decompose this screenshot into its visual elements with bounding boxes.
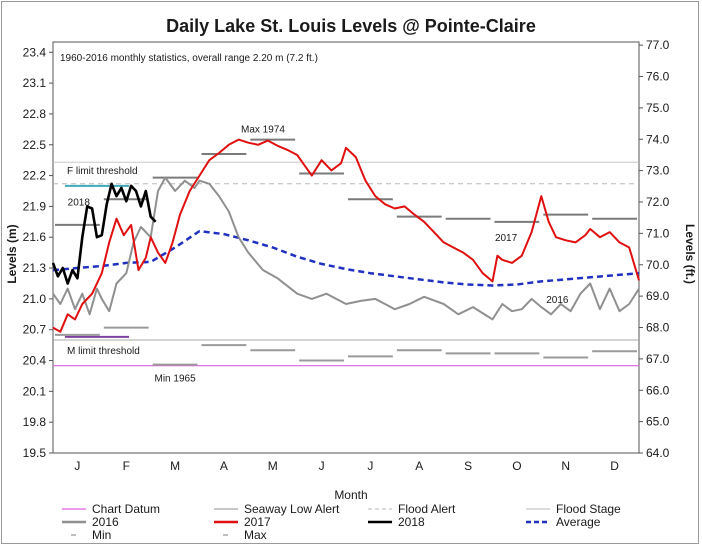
y-tick-label-left: 21.0 [23, 292, 47, 306]
y-tick-label-right: 77.0 [646, 38, 670, 52]
x-tick-label: J [367, 459, 373, 473]
y-tick-label-right: 65.0 [646, 415, 670, 429]
y-tick-label-right: 69.0 [646, 289, 670, 303]
y-tick-label-left: 19.8 [23, 415, 47, 429]
x-tick-label: M [170, 459, 180, 473]
y-axis-label-right: Levels (ft.) [683, 224, 697, 284]
y-axis-label-left: Levels (m) [5, 224, 19, 283]
y-tick-label-left: 20.7 [23, 323, 47, 337]
x-tick-label: A [220, 459, 228, 473]
series-label-2017: 2017 [495, 233, 518, 244]
x-tick-label: F [123, 459, 130, 473]
max-1974-label: Max 1974 [241, 125, 285, 136]
plot-area: 23.4 23.1 22.8 22.5 22.2 21.9 21.6 21.3 21.0 20.7… [23, 38, 670, 473]
legend-label: Flood Stage [556, 502, 621, 516]
y-tick-label-left: 20.1 [23, 384, 47, 398]
chart-subtitle: 1960-2016 monthly statistics, overall ra… [60, 53, 318, 64]
chart-title: Daily Lake St. Louis Levels @ Pointe-Cla… [166, 16, 536, 36]
y-tick-label-left: 19.5 [23, 446, 47, 460]
x-axis-label: Month [334, 488, 367, 502]
legend-label: Flood Alert [398, 502, 456, 516]
series-label-2018: 2018 [68, 197, 91, 208]
y-tick-label-right: 64.0 [646, 446, 670, 460]
y-tick-label-left: 21.9 [23, 199, 47, 213]
series-line-2016 [52, 176, 640, 321]
y-tick-label-right: 72.0 [646, 195, 670, 209]
y-tick-label-right: 71.0 [646, 226, 670, 240]
x-tick-label: A [415, 459, 423, 473]
series-line-2017 [52, 138, 640, 333]
y-tick-label-left: 22.5 [23, 138, 47, 152]
legend-label: Min [92, 528, 111, 542]
x-tick-label: N [561, 459, 570, 473]
x-tick-label: D [610, 459, 619, 473]
y-tick-label-left: 23.1 [23, 76, 47, 90]
y-tick-label-right: 68.0 [646, 321, 670, 335]
legend-label: Average [556, 515, 601, 529]
legend-label: Seaway Low Alert [244, 502, 340, 516]
min-1965-label: Min 1965 [155, 374, 197, 385]
legend-label: Max [244, 528, 267, 542]
series-label-2016: 2016 [546, 295, 569, 306]
legend: Chart Datum Seaway Low Alert Flood Alert Fl… [62, 502, 621, 542]
plot-border [52, 41, 640, 454]
y-tick-label-right: 76.0 [646, 70, 670, 84]
legend-label: 2016 [92, 515, 119, 529]
y-tick-label-left: 22.2 [23, 169, 47, 183]
y-tick-label-right: 70.0 [646, 258, 670, 272]
y-tick-label-left: 22.8 [23, 107, 47, 121]
y-tick-label-left: 20.4 [23, 354, 47, 368]
y-tick-label-right: 73.0 [646, 164, 670, 178]
x-tick-label: M [268, 459, 278, 473]
y-tick-label-left: 23.4 [23, 45, 47, 59]
y-tick-label-left: 21.6 [23, 230, 47, 244]
y-tick-label-right: 75.0 [646, 101, 670, 115]
legend-label: Chart Datum [92, 502, 160, 516]
series-line-average [52, 229, 640, 287]
f-limit-label: F limit threshold [67, 166, 138, 177]
legend-label: 2018 [398, 515, 425, 529]
y-tick-label-right: 66.0 [646, 383, 670, 397]
legend-label: 2017 [244, 515, 271, 529]
x-tick-label: J [319, 459, 325, 473]
y-tick-label-left: 21.3 [23, 261, 47, 275]
y-tick-label-right: 67.0 [646, 352, 670, 366]
x-tick-label: J [74, 459, 80, 473]
series-line-2018 [51, 182, 157, 285]
x-tick-label: S [464, 459, 472, 473]
y-tick-label-right: 74.0 [646, 132, 670, 146]
x-tick-label: O [512, 459, 521, 473]
m-limit-label: M limit threshold [67, 346, 140, 357]
